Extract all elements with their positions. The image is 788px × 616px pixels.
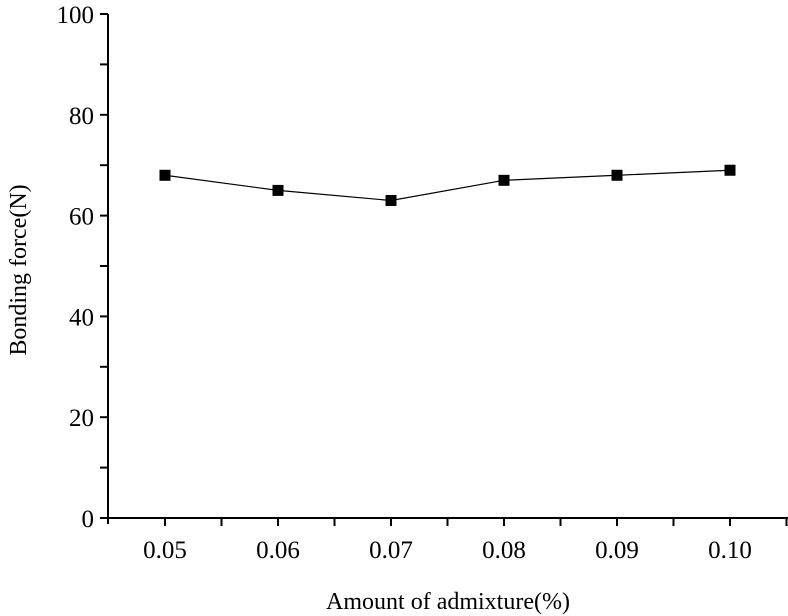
- x-axis-title: Amount of admixture(%): [326, 589, 570, 615]
- x-axis: 0.05 0.06 0.07 0.08 0.09 0.10: [108, 517, 788, 564]
- square-marker-icon: [611, 169, 623, 181]
- y-axis-title: Bonding force(N): [6, 184, 32, 355]
- x-tick-label: 0.06: [256, 537, 300, 564]
- square-marker-icon: [724, 164, 736, 176]
- y-tick-label: 100: [57, 2, 95, 29]
- x-tick-label: 0.08: [482, 537, 526, 564]
- x-tick-label: 0.07: [369, 537, 413, 564]
- x-tick-label: 0.09: [595, 537, 639, 564]
- y-tick-label: 0: [82, 506, 95, 533]
- square-marker-icon: [385, 194, 397, 206]
- data-series: [159, 164, 736, 206]
- y-axis: 0 20 40 60 80 100: [57, 2, 109, 533]
- y-tick-label: 20: [69, 405, 94, 432]
- x-tick-label: 0.05: [143, 537, 187, 564]
- y-tick-label: 40: [69, 304, 94, 331]
- square-marker-icon: [159, 169, 171, 181]
- square-marker-icon: [498, 174, 510, 186]
- square-marker-icon: [272, 184, 284, 196]
- y-tick-label: 60: [69, 204, 94, 231]
- x-tick-label: 0.10: [708, 537, 752, 564]
- y-tick-label: 80: [69, 103, 94, 130]
- series-line: [164, 169, 731, 202]
